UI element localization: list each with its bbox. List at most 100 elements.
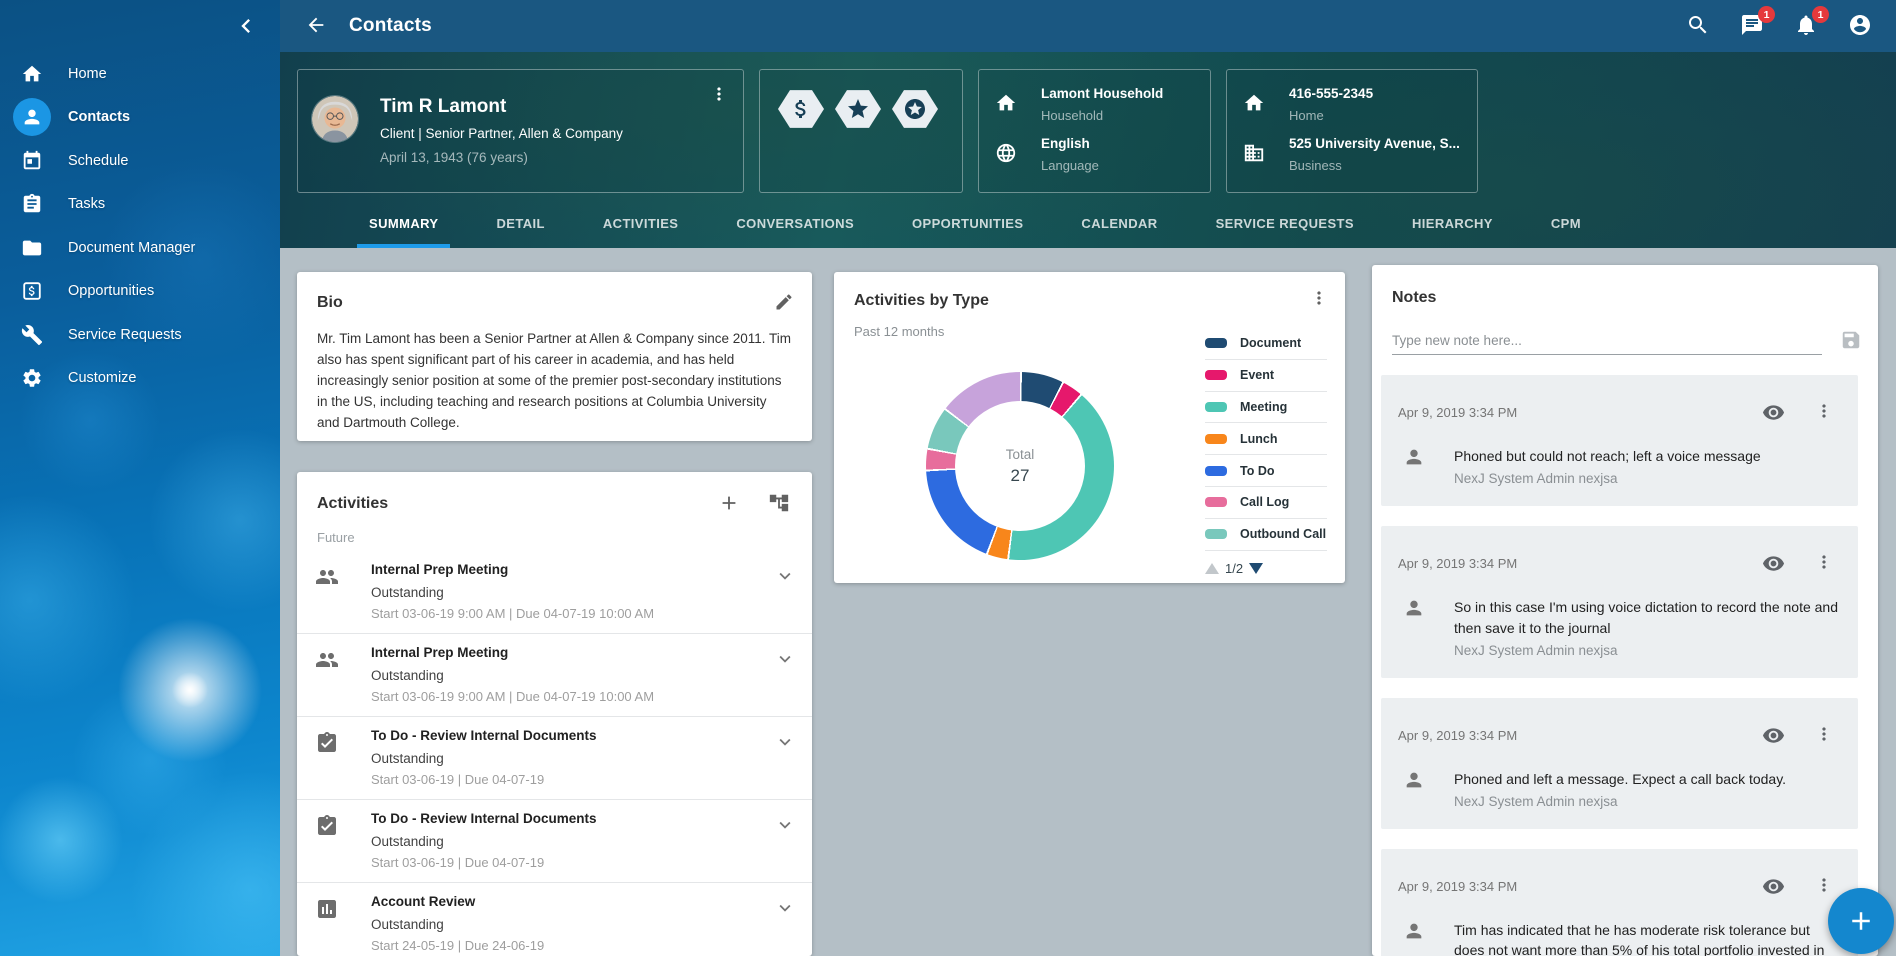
eye-icon xyxy=(1762,875,1785,898)
page-title: Contacts xyxy=(349,15,432,37)
tab-service-requests[interactable]: SERVICE REQUESTS xyxy=(1204,216,1366,248)
avatar[interactable] xyxy=(312,96,358,142)
note-visibility-button[interactable] xyxy=(1762,401,1786,425)
bio-edit-button[interactable] xyxy=(774,292,796,314)
tab-cpm[interactable]: CPM xyxy=(1539,216,1593,248)
profile-menu-button[interactable] xyxy=(709,84,731,106)
note-menu-button[interactable] xyxy=(1814,552,1836,574)
note-text: Phoned and left a message. Expect a call… xyxy=(1454,769,1786,789)
note-item[interactable]: Apr 9, 2019 3:34 PM So in this case I'm … xyxy=(1381,526,1858,678)
tab-opportunities[interactable]: OPPORTUNITIES xyxy=(900,216,1035,248)
expand-activity-button[interactable] xyxy=(774,731,796,753)
expand-activity-button[interactable] xyxy=(774,897,796,919)
tab-detail[interactable]: DETAIL xyxy=(484,216,556,248)
legend-item-to-do[interactable]: To Do xyxy=(1205,455,1327,487)
user-menu-button[interactable] xyxy=(1848,13,1874,39)
new-note-input[interactable] xyxy=(1392,327,1822,355)
star-hexagon-icon xyxy=(846,97,870,121)
expand-activity-button[interactable] xyxy=(774,648,796,670)
home-icon xyxy=(1243,92,1267,116)
legend-page-up-icon[interactable] xyxy=(1205,563,1219,574)
language-label: Language xyxy=(1041,158,1099,173)
household-row[interactable]: Lamont Household Household xyxy=(995,86,1196,123)
tab-hierarchy[interactable]: HIERARCHY xyxy=(1400,216,1505,248)
contact-birthdate: April 13, 1943 (76 years) xyxy=(380,150,623,165)
sidebar-item-label: Customize xyxy=(68,370,137,386)
sidebar-item-document-manager[interactable]: Document Manager xyxy=(0,226,280,270)
badge-dollar[interactable] xyxy=(778,88,824,130)
phone-row[interactable]: 416-555-2345 Home xyxy=(1243,86,1463,123)
address-row[interactable]: 525 University Avenue, S... Business xyxy=(1243,136,1463,173)
legend-item-event[interactable]: Event xyxy=(1205,360,1327,392)
tab-summary[interactable]: SUMMARY xyxy=(357,216,450,248)
sidebar-item-opportunities[interactable]: Opportunities xyxy=(0,270,280,314)
notifications-button[interactable]: 1 xyxy=(1794,13,1820,39)
pencil-icon xyxy=(774,292,794,312)
sidebar-item-label: Opportunities xyxy=(68,283,154,299)
activity-row[interactable]: Account Review Outstanding Start 24-05-1… xyxy=(297,883,812,956)
expand-activity-button[interactable] xyxy=(774,565,796,587)
tab-activities[interactable]: ACTIVITIES xyxy=(591,216,691,248)
legend-item-document[interactable]: Document xyxy=(1205,328,1327,360)
activity-row[interactable]: Internal Prep Meeting Outstanding Start … xyxy=(297,551,812,634)
legend-label: Document xyxy=(1240,336,1301,350)
activities-card: Activities Future Internal Prep Meeting … xyxy=(297,472,812,956)
chart-title: Activities by Type xyxy=(854,292,1325,310)
legend-label: To Do xyxy=(1240,464,1274,478)
activity-status: Outstanding xyxy=(371,668,772,683)
legend-page-down-icon[interactable] xyxy=(1249,563,1263,574)
chart-menu-button[interactable] xyxy=(1309,288,1331,310)
activity-row[interactable]: To Do - Review Internal Documents Outsta… xyxy=(297,800,812,883)
note-visibility-button[interactable] xyxy=(1762,552,1786,576)
search-button[interactable] xyxy=(1686,13,1712,39)
activity-hierarchy-button[interactable] xyxy=(768,492,792,516)
tab-calendar[interactable]: CALENDAR xyxy=(1069,216,1169,248)
language-value: English xyxy=(1041,136,1099,151)
note-menu-button[interactable] xyxy=(1814,875,1836,897)
sidebar-item-customize[interactable]: Customize xyxy=(0,357,280,401)
add-activity-button[interactable] xyxy=(718,492,742,516)
badge-star[interactable] xyxy=(835,88,881,130)
note-item[interactable]: Apr 9, 2019 3:34 PM Phoned but could not… xyxy=(1381,375,1858,506)
activity-dates: Start 24-05-19 | Due 24-06-19 xyxy=(371,938,772,953)
legend-item-meeting[interactable]: Meeting xyxy=(1205,392,1327,424)
note-menu-button[interactable] xyxy=(1814,401,1836,423)
add-note-fab[interactable] xyxy=(1828,888,1894,954)
save-note-button[interactable] xyxy=(1840,329,1864,353)
activity-dates: Start 03-06-19 | Due 04-07-19 xyxy=(371,772,772,787)
legend-swatch xyxy=(1205,338,1227,348)
legend-page-indicator: 1/2 xyxy=(1225,561,1243,576)
sidebar-collapse-button[interactable] xyxy=(232,12,260,40)
sidebar-item-contacts[interactable]: Contacts xyxy=(0,96,280,140)
note-visibility-button[interactable] xyxy=(1762,875,1786,899)
legend-item-lunch[interactable]: Lunch xyxy=(1205,423,1327,455)
note-menu-button[interactable] xyxy=(1814,724,1836,746)
account-icon xyxy=(1848,13,1872,37)
wrench-icon xyxy=(20,323,44,347)
activity-row[interactable]: Internal Prep Meeting Outstanding Start … xyxy=(297,634,812,717)
back-button[interactable] xyxy=(305,14,329,38)
sidebar-item-service-requests[interactable]: Service Requests xyxy=(0,313,280,357)
note-visibility-button[interactable] xyxy=(1762,724,1786,748)
globe-icon xyxy=(995,142,1019,166)
tab-conversations[interactable]: CONVERSATIONS xyxy=(724,216,866,248)
note-item[interactable]: Apr 9, 2019 3:34 PM Tim has indicated th… xyxy=(1381,849,1858,956)
dollar-hexagon-icon xyxy=(789,97,813,121)
sidebar-item-home[interactable]: Home xyxy=(0,52,280,96)
notes-title: Notes xyxy=(1372,289,1878,307)
badge-star-circle[interactable] xyxy=(892,88,938,130)
sidebar-item-schedule[interactable]: Schedule xyxy=(0,139,280,183)
note-item[interactable]: Apr 9, 2019 3:34 PM Phoned and left a me… xyxy=(1381,698,1858,829)
activity-row[interactable]: To Do - Review Internal Documents Outsta… xyxy=(297,717,812,800)
donut-chart[interactable]: Total 27 xyxy=(926,372,1114,560)
legend-item-outbound-call[interactable]: Outbound Call xyxy=(1205,519,1327,551)
language-row[interactable]: English Language xyxy=(995,136,1196,173)
activity-status: Outstanding xyxy=(371,917,772,932)
expand-activity-button[interactable] xyxy=(774,814,796,836)
conversations-button[interactable]: 1 xyxy=(1740,13,1766,39)
legend-item-call-log[interactable]: Call Log xyxy=(1205,487,1327,519)
sidebar-item-tasks[interactable]: Tasks xyxy=(0,183,280,227)
note-author: NexJ System Admin nexjsa xyxy=(1454,643,1842,658)
address-label: Business xyxy=(1289,158,1460,173)
note-text: So in this case I'm using voice dictatio… xyxy=(1454,597,1842,638)
